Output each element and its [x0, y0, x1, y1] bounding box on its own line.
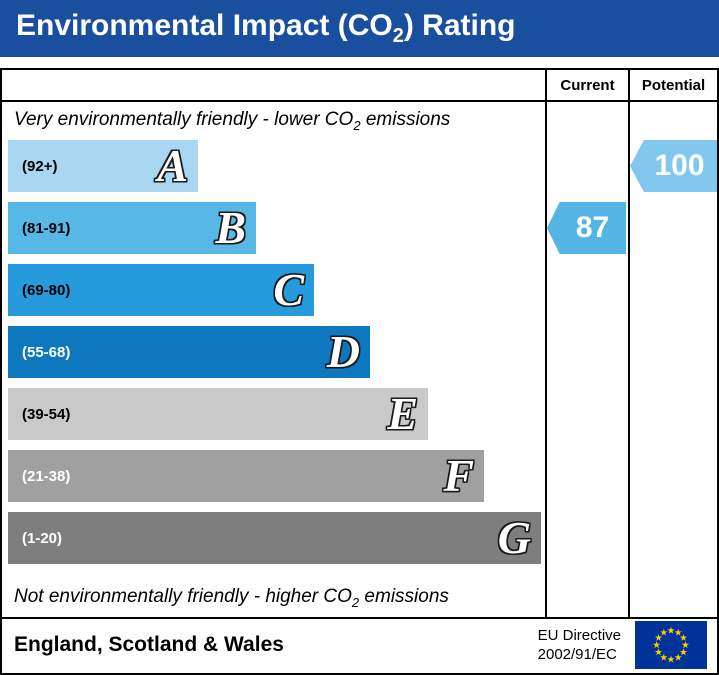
band-bar-g: (1-20) G — [8, 512, 541, 564]
chart-body: Very environmentally friendly - lower CO… — [2, 102, 717, 617]
band-range: (69-80) — [22, 281, 71, 299]
band-row-a: (92+) A — [8, 140, 717, 192]
band-range: (55-68) — [22, 343, 71, 361]
band-row-b: (81-91) B — [8, 202, 717, 254]
band-bar-a: (92+) A — [8, 140, 198, 192]
band-bar-d: (55-68) D — [8, 326, 370, 378]
potential-value: 100 — [654, 149, 705, 182]
band-bar-c: (69-80) C — [8, 264, 314, 316]
title-bar: Environmental Impact (CO2) Rating — [0, 0, 719, 57]
current-indicator: 87 — [547, 202, 626, 254]
band-letter: G — [497, 512, 531, 563]
potential-column-header: Potential — [641, 77, 706, 94]
footer: England, Scotland & Wales EU Directive 2… — [2, 617, 717, 671]
eu-flag-icon — [635, 621, 707, 669]
page-title: Environmental Impact (CO2) Rating — [16, 9, 516, 47]
band-letter: F — [443, 450, 474, 501]
current-column-header: Current — [560, 77, 615, 94]
band-range: (21-38) — [22, 467, 71, 485]
band-bar-b: (81-91) B — [8, 202, 256, 254]
band-letter: D — [326, 326, 360, 377]
band-letter: B — [215, 202, 246, 253]
column-divider-current — [545, 70, 547, 619]
band-row-d: (55-68) D — [8, 326, 717, 378]
bottom-note: Not environmentally friendly - higher CO… — [14, 586, 449, 610]
band-range: (39-54) — [22, 405, 71, 423]
band-bar-e: (39-54) E — [8, 388, 428, 440]
rating-bands: (92+) A (81-91) B (69-80) C — [2, 140, 717, 564]
column-divider-potential — [628, 70, 630, 619]
band-letter: C — [273, 264, 304, 315]
band-range: (1-20) — [22, 529, 63, 547]
table-header: Current Potential — [2, 70, 717, 102]
band-range: (81-91) — [22, 219, 71, 237]
region-label: England, Scotland & Wales — [14, 633, 284, 656]
current-value: 87 — [575, 211, 610, 244]
band-row-e: (39-54) E — [8, 388, 717, 440]
top-note: Very environmentally friendly - lower CO… — [14, 109, 451, 133]
band-bar-f: (21-38) F — [8, 450, 484, 502]
band-row-g: (1-20) G — [8, 512, 717, 564]
band-range: (92+) — [22, 157, 58, 175]
band-row-f: (21-38) F — [8, 450, 717, 502]
rating-table: Current Potential Very environmentally f… — [0, 68, 719, 675]
band-row-c: (69-80) C — [8, 264, 717, 316]
band-letter: A — [157, 140, 188, 191]
eu-directive-label: EU Directive 2002/91/EC — [537, 626, 621, 664]
potential-indicator: 100 — [630, 140, 717, 192]
band-letter: E — [387, 388, 418, 439]
